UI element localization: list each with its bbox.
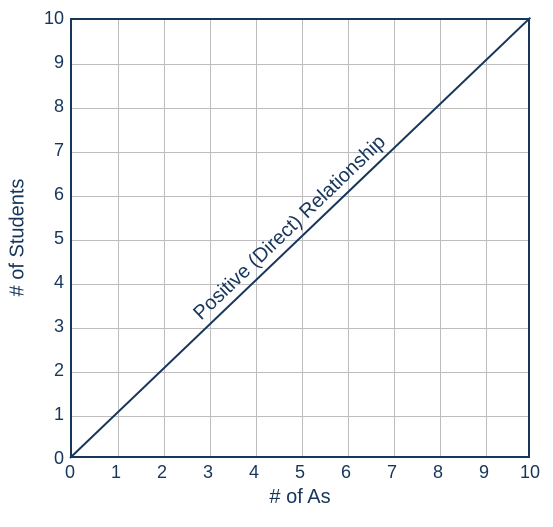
- y-tick-label: 8: [34, 96, 64, 117]
- x-tick-label: 5: [285, 462, 315, 483]
- x-tick-label: 7: [377, 462, 407, 483]
- x-tick-label: 10: [515, 462, 545, 483]
- gridline-vertical: [164, 20, 165, 456]
- gridline-vertical: [486, 20, 487, 456]
- gridline-vertical: [348, 20, 349, 456]
- x-tick-label: 6: [331, 462, 361, 483]
- x-axis-label: # of As: [70, 486, 530, 509]
- x-tick-label: 1: [101, 462, 131, 483]
- y-tick-label: 3: [34, 316, 64, 337]
- gridline-horizontal: [72, 240, 528, 241]
- gridline-vertical: [302, 20, 303, 456]
- y-tick-label: 0: [34, 448, 64, 469]
- gridline-vertical: [118, 20, 119, 456]
- gridline-horizontal: [72, 284, 528, 285]
- y-tick-label: 7: [34, 140, 64, 161]
- x-tick-label: 9: [469, 462, 499, 483]
- y-tick-label: 6: [34, 184, 64, 205]
- y-tick-label: 5: [34, 228, 64, 249]
- y-tick-label: 10: [34, 8, 64, 29]
- x-tick-label: 2: [147, 462, 177, 483]
- gridline-vertical: [256, 20, 257, 456]
- x-tick-label: 4: [239, 462, 269, 483]
- y-axis-label: # of Students: [7, 18, 30, 458]
- gridline-horizontal: [72, 328, 528, 329]
- x-tick-label: 8: [423, 462, 453, 483]
- chart-container: # of Students # of As 012345678910012345…: [0, 0, 553, 527]
- y-tick-label: 9: [34, 52, 64, 73]
- gridline-horizontal: [72, 416, 528, 417]
- gridline-horizontal: [72, 372, 528, 373]
- gridline-horizontal: [72, 64, 528, 65]
- y-tick-label: 2: [34, 360, 64, 381]
- x-tick-label: 3: [193, 462, 223, 483]
- y-tick-label: 1: [34, 404, 64, 425]
- gridline-vertical: [210, 20, 211, 456]
- y-tick-label: 4: [34, 272, 64, 293]
- gridline-vertical: [440, 20, 441, 456]
- gridline-vertical: [394, 20, 395, 456]
- gridline-horizontal: [72, 108, 528, 109]
- gridline-horizontal: [72, 196, 528, 197]
- gridline-horizontal: [72, 152, 528, 153]
